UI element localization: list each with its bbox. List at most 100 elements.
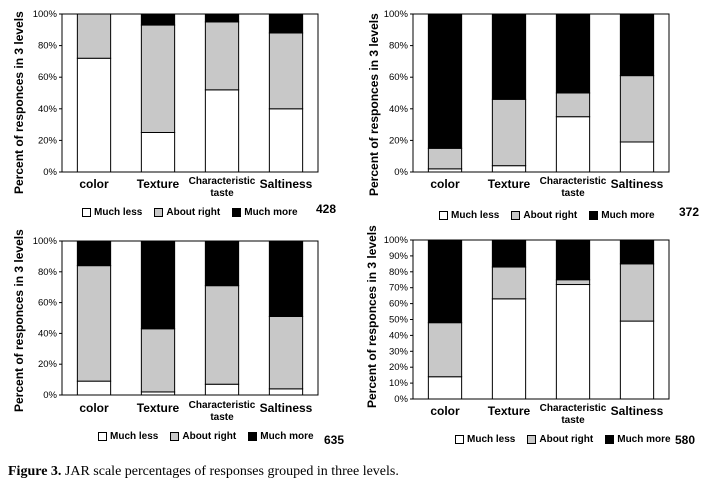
y-tick-label: 100% bbox=[384, 9, 409, 20]
bar-much-more bbox=[140, 13, 176, 26]
legend-item-much-more: Much more bbox=[589, 210, 655, 221]
y-tick-label: 0% bbox=[43, 390, 57, 401]
legend-item-much-less: Much less bbox=[98, 431, 158, 442]
y-tick-label: 20% bbox=[38, 135, 58, 146]
bar-about-right bbox=[204, 285, 240, 385]
x-tick-label: Saltiness bbox=[611, 404, 664, 418]
bar-much-more bbox=[268, 240, 304, 317]
y-tick-label: 40% bbox=[389, 330, 409, 341]
bar-about-right bbox=[491, 98, 527, 167]
plot-frame bbox=[61, 240, 319, 396]
bar-much-more bbox=[619, 13, 655, 77]
legend: Much less About right Much more bbox=[98, 431, 322, 442]
x-tick-label: color bbox=[430, 177, 460, 191]
chart-635: 0% 20% 40% 60% 80% 100% color Texture Characteri… bbox=[33, 236, 319, 423]
bar-about-right bbox=[268, 315, 304, 390]
legend-swatch-much-more bbox=[605, 435, 615, 444]
legend-item-about-right: About right bbox=[527, 434, 593, 445]
y-tick-label: 80% bbox=[38, 41, 58, 52]
bar-much-more bbox=[555, 13, 591, 94]
x-tick-label: Texture bbox=[137, 177, 180, 191]
legend-swatch-much-more bbox=[232, 208, 242, 217]
y-tick-label: 60% bbox=[38, 72, 58, 83]
legend-swatch-about-right bbox=[527, 435, 537, 444]
caption-text: JAR scale percentages of responses group… bbox=[61, 464, 399, 479]
y-tick-label: 50% bbox=[389, 315, 409, 326]
bar-much-less bbox=[427, 376, 463, 400]
legend-item-about-right: About right bbox=[170, 431, 236, 442]
legend-label: Much less bbox=[451, 210, 500, 221]
bar-much-less bbox=[76, 57, 112, 173]
bar-much-less bbox=[268, 388, 304, 396]
x-tick-label: color bbox=[79, 401, 109, 415]
bar-about-right bbox=[268, 32, 304, 110]
legend-label: About right bbox=[182, 431, 237, 442]
y-tick-label: 20% bbox=[389, 135, 409, 146]
y-tick-label: 40% bbox=[38, 328, 58, 339]
bar-much-less bbox=[555, 116, 591, 173]
sample-code: 635 bbox=[324, 433, 345, 447]
sample-code: 428 bbox=[316, 202, 337, 216]
x-tick-label: Texture bbox=[488, 404, 531, 418]
bar-much-less bbox=[204, 89, 240, 173]
bar-much-more bbox=[76, 240, 112, 267]
bar-much-more bbox=[204, 240, 240, 287]
bar-about-right bbox=[204, 21, 240, 91]
bar-about-right bbox=[140, 24, 176, 134]
y-tick-label: 0% bbox=[394, 394, 408, 405]
bar-about-right bbox=[140, 328, 176, 393]
legend-item-much-more: Much more bbox=[248, 431, 314, 442]
chart-panel-372: Percent of responces in 3 levels 0% 20% 40… bbox=[357, 0, 714, 230]
legend-label: About right bbox=[166, 207, 221, 218]
y-tick-label: 100% bbox=[33, 9, 58, 20]
y-tick-label: 40% bbox=[389, 104, 409, 115]
y-tick-label: 100% bbox=[384, 235, 409, 246]
legend-label: Much more bbox=[260, 431, 314, 442]
y-tick-label: 0% bbox=[394, 167, 408, 178]
legend-item-much-less: Much less bbox=[82, 207, 142, 218]
bar-about-right bbox=[427, 147, 463, 170]
legend-swatch-much-more bbox=[589, 211, 599, 220]
y-tick-label: 60% bbox=[389, 299, 409, 310]
legend-label: Much less bbox=[94, 207, 143, 218]
bar-much-less bbox=[619, 141, 655, 173]
x-tick-label: Characteristic taste bbox=[540, 176, 607, 199]
chart-panel-580: Percent of responces in 3 levels 0% 10% 20… bbox=[357, 225, 714, 460]
legend: Much less About right Much more bbox=[439, 210, 663, 221]
y-tick-label: 60% bbox=[389, 72, 409, 83]
y-tick-label: 80% bbox=[38, 267, 58, 278]
chart-panel-428: Percent of responces in 3 levels 0% 20% 40… bbox=[0, 0, 357, 230]
bar-much-less bbox=[619, 320, 655, 400]
y-tick-label: 100% bbox=[33, 236, 58, 247]
legend-item-much-more: Much more bbox=[605, 434, 671, 445]
chart-panel-635: Percent of responces in 3 levels 0% 20% 40… bbox=[0, 229, 357, 460]
legend-swatch-about-right bbox=[511, 211, 521, 220]
bar-much-less bbox=[555, 284, 591, 400]
legend-label: Much more bbox=[601, 210, 655, 221]
bar-much-more bbox=[555, 239, 591, 281]
bar-about-right bbox=[555, 279, 591, 286]
y-tick-label: 90% bbox=[389, 251, 409, 262]
figure-caption: Figure 3. JAR scale percentages of respo… bbox=[8, 464, 399, 480]
y-tick-label: 30% bbox=[389, 346, 409, 357]
bar-about-right bbox=[619, 263, 655, 322]
x-tick-label: Characteristic taste bbox=[189, 176, 256, 199]
y-tick-label: 0% bbox=[43, 167, 57, 178]
plot-frame bbox=[412, 13, 670, 173]
bar-about-right bbox=[555, 92, 591, 118]
legend-item-much-less: Much less bbox=[439, 210, 499, 221]
y-tick-label: 70% bbox=[389, 283, 409, 294]
legend-swatch-much-less bbox=[82, 208, 91, 217]
legend-item-much-more: Much more bbox=[232, 207, 298, 218]
sample-code: 372 bbox=[679, 205, 700, 219]
legend-swatch-much-more bbox=[248, 432, 258, 441]
y-tick-label: 60% bbox=[38, 298, 58, 309]
bar-much-less bbox=[76, 380, 112, 396]
x-tick-label: Texture bbox=[488, 177, 531, 191]
x-tick-label: Characteristic taste bbox=[540, 403, 607, 426]
legend-label: Much less bbox=[110, 431, 159, 442]
legend: Much less About right Much more bbox=[82, 207, 306, 218]
x-tick-label: Saltiness bbox=[611, 177, 664, 191]
legend-label: About right bbox=[539, 434, 594, 445]
caption-label: Figure 3. bbox=[8, 464, 62, 479]
